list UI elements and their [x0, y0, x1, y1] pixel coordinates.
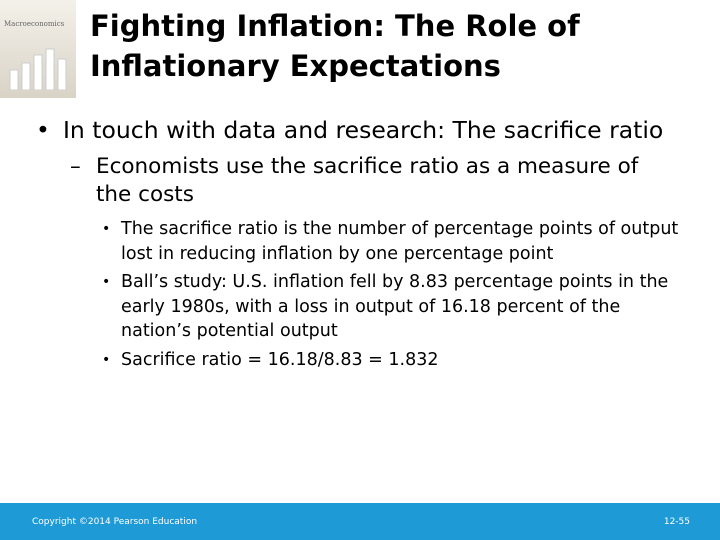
footer-bar: Copyright ©2014 Pearson Education 12-55: [0, 503, 720, 540]
book-cover: Macroeconomics: [0, 0, 76, 98]
cover-art: [9, 48, 67, 90]
bullet: In touch with data and research: The sac…: [36, 115, 678, 372]
bullet-list: In touch with data and research: The sac…: [36, 115, 678, 376]
detail-list: The sacrifice ratio is the number of per…: [102, 217, 682, 372]
detail-bullet: Ball’s study: U.S. inflation fell by 8.8…: [102, 270, 682, 344]
sub-bullet-text: Economists use the sacrifice ratio as a …: [96, 154, 639, 207]
sub-bullet-list: Economists use the sacrifice ratio as a …: [70, 153, 678, 372]
cover-title: Macroeconomics: [4, 20, 65, 28]
detail-bullet: The sacrifice ratio is the number of per…: [102, 217, 682, 266]
copyright: Copyright ©2014 Pearson Education: [32, 517, 198, 527]
slide-title: Fighting Inflation: The Role of Inflatio…: [90, 9, 580, 83]
page-number: 12-55: [663, 517, 690, 527]
bullet-text: In touch with data and research: The sac…: [63, 116, 664, 144]
sub-bullet: Economists use the sacrifice ratio as a …: [70, 153, 678, 372]
detail-bullet: Sacrifice ratio = 16.18/8.83 = 1.832: [102, 348, 682, 373]
